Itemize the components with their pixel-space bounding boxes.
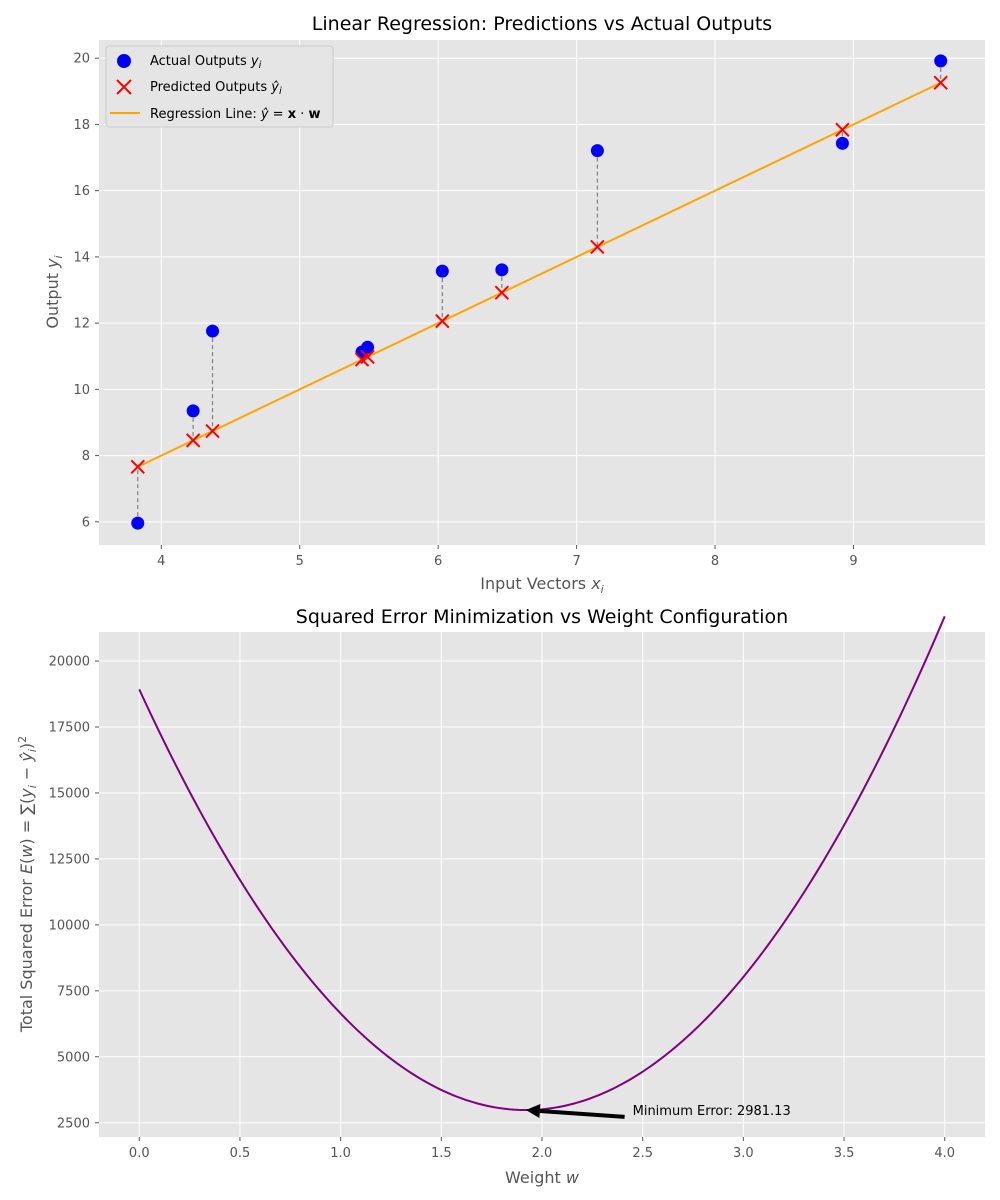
x-tick-label: 3.0	[733, 1146, 754, 1161]
y-tick-label: 8	[82, 449, 90, 464]
predicted-point	[494, 285, 510, 300]
actual-point	[495, 263, 509, 277]
legend-actual-label: Actual Outputs yi	[150, 54, 262, 71]
x-tick-label: 9	[849, 554, 857, 569]
legend-predicted-marker	[116, 79, 132, 95]
x-tick-label: 5	[296, 554, 304, 569]
regression-line	[137, 81, 942, 468]
y-tick-label: 15000	[49, 786, 90, 801]
x-tick-label: 8	[711, 554, 719, 569]
y-tick-label: 20000	[49, 655, 90, 670]
x-tick-label: 1.0	[330, 1146, 351, 1161]
x-tick-label: 2.0	[532, 1146, 553, 1161]
x-tick-label: 0.5	[230, 1146, 251, 1161]
predicted-point	[185, 433, 201, 448]
regression-chart-title: Linear Regression: Predictions vs Actual…	[312, 13, 772, 35]
legend-actual-marker	[117, 54, 131, 68]
error-chart: 0.0 0.5 1.0 1.5 2.0 2.5 3.0 3.5 4.0 2500 5000 7500 1…	[16, 606, 985, 1187]
error-x-axis-label: Weight w	[505, 1168, 580, 1187]
x-tick-label: 0.0	[129, 1146, 150, 1161]
legend-line-label: Regression Line: ŷ = x · w	[150, 107, 321, 122]
predicted-point	[835, 122, 850, 137]
x-tick-label: 4.0	[934, 1146, 955, 1161]
error-y-axis-label: Total Squared Error E(w) = ∑(yi − ŷi)2	[16, 736, 39, 1033]
y-tick-label: 12	[73, 317, 90, 332]
annotation-arrow-shaft	[539, 1109, 625, 1119]
legend-predicted-label: Predicted Outputs ŷi	[150, 80, 282, 97]
actual-point	[206, 324, 220, 338]
y-tick-label: 10000	[49, 918, 90, 933]
x-tick-label: 3.5	[834, 1146, 855, 1161]
actual-point	[186, 404, 200, 418]
regression-x-axis-label: Input Vectors xi	[480, 574, 603, 596]
y-tick-label: 12500	[49, 852, 90, 867]
y-tick-label: 16	[73, 184, 90, 199]
x-tick-label: 2.5	[632, 1146, 653, 1161]
predicted-point	[590, 239, 605, 255]
regression-y-axis-label: Output yi	[43, 255, 65, 328]
predicted-point	[933, 75, 948, 90]
y-tick-label: 10	[73, 383, 90, 398]
predicted-point	[360, 349, 375, 365]
actual-point	[835, 136, 849, 150]
regression-chart: 4 5 6 7 8 9 6 8 10 12 14 16 18 20 Linear Regression: …	[43, 13, 985, 596]
error-chart-title: Squared Error Minimization vs Weight Con…	[296, 606, 788, 628]
y-tick-label: 7500	[57, 984, 90, 999]
y-tick-label: 5000	[57, 1050, 90, 1065]
actual-point	[361, 340, 375, 354]
actual-point	[590, 144, 604, 158]
x-tick-label: 7	[572, 554, 580, 569]
annotation-arrow-head	[525, 1104, 541, 1119]
predicted-point	[435, 313, 450, 329]
predicted-point	[130, 459, 145, 475]
y-tick-label: 20	[73, 52, 90, 67]
x-tick-label: 6	[434, 554, 442, 569]
predicted-point	[205, 423, 220, 439]
actual-point	[435, 264, 449, 278]
minimum-error-annotation: Minimum Error: 2981.13	[633, 1104, 791, 1119]
x-tick-label: 4	[157, 554, 165, 569]
y-tick-label: 17500	[49, 720, 90, 735]
y-tick-label: 2500	[57, 1116, 90, 1131]
actual-point	[934, 54, 948, 68]
y-tick-label: 18	[73, 118, 90, 133]
x-tick-label: 1.5	[431, 1146, 452, 1161]
y-tick-label: 6	[82, 515, 90, 530]
y-tick-label: 14	[73, 250, 90, 265]
regression-legend: Actual Outputs yi Predicted Outputs ŷi R…	[105, 45, 334, 128]
actual-point	[131, 516, 145, 530]
